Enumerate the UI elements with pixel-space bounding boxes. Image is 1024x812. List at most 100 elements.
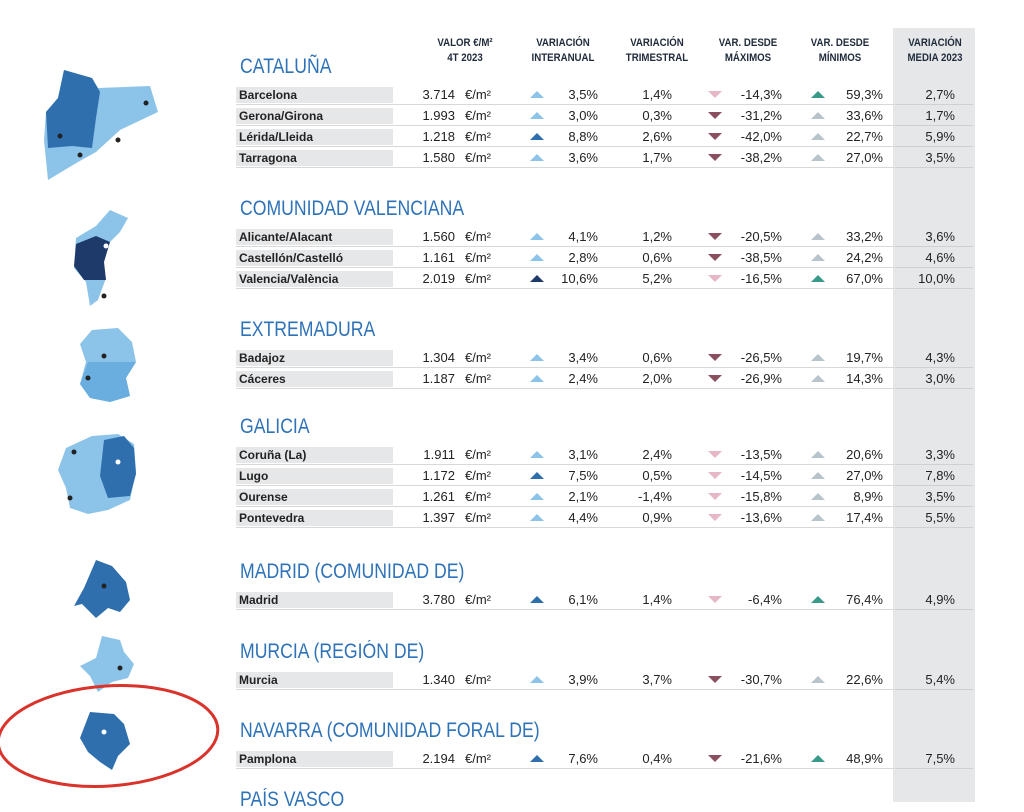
column-header: INTERANUAL [531,52,595,64]
row-divider [895,768,973,769]
media-band [893,28,975,802]
cell-value: 27,0% [846,468,883,483]
city-name: Valencia/València [236,271,393,287]
cell-value: 0,4% [642,751,672,766]
cell-value: -31,2% [740,108,782,123]
row-divider [895,167,973,168]
cell-value: -14,5% [740,468,782,483]
cell-value: 8,8% [568,129,598,144]
row-divider [895,288,973,289]
cell-value: 0,3% [642,108,672,123]
up-arrow [811,676,825,683]
up-arrow [811,354,825,361]
up-arrow [530,154,544,161]
price: 3.714 [422,87,455,102]
row-divider [895,388,973,389]
up-arrow [811,596,825,603]
cell-value: 76,4% [846,592,883,607]
up-arrow [530,275,544,282]
map-murcia [80,636,134,692]
section-title: MURCIA (REGIÓN DE) [240,640,425,663]
city-name: Alicante/Alacant [236,229,393,245]
cell-value: 1,4% [642,87,672,102]
down-arrow [708,154,722,161]
cell-value: -1,4% [638,489,672,504]
cell-value: -26,5% [740,350,782,365]
up-arrow [530,514,544,521]
cell-value: -38,2% [740,150,782,165]
up-arrow [811,233,825,240]
cell-value: 4,6% [925,250,955,265]
up-arrow [530,451,544,458]
unit: €/m² [465,129,491,144]
map-extremadura [80,328,136,402]
row-divider [236,506,894,507]
unit: €/m² [465,271,491,286]
city-name: Pamplona [236,751,393,767]
cell-value: 2,1% [568,489,598,504]
cell-value: 0,5% [642,468,672,483]
row-divider [236,267,894,268]
cell-value: 0,6% [642,250,672,265]
cell-value: 19,7% [846,350,883,365]
cell-value: 5,9% [925,129,955,144]
price: 2.194 [422,751,455,766]
unit: €/m² [465,250,491,265]
cell-value: 33,6% [846,108,883,123]
up-arrow [811,493,825,500]
column-header: TRIMESTRAL [625,52,689,64]
city-name: Lérida/Lleida [236,129,393,145]
cell-value: 20,6% [846,447,883,462]
up-arrow [530,233,544,240]
price: 1.304 [422,350,455,365]
city-name: Gerona/Girona [236,108,393,124]
column-header: MÍNIMOS [818,52,862,64]
up-arrow [530,596,544,603]
down-arrow [708,133,722,140]
section-title: EXTREMADURA [240,318,376,341]
price: 1.560 [422,229,455,244]
cell-value: 5,2% [642,271,672,286]
cell-value: 5,5% [925,510,955,525]
cell-value: 4,9% [925,592,955,607]
row-divider [895,125,973,126]
up-arrow [530,254,544,261]
cell-value: -26,9% [740,371,782,386]
row-divider [236,464,894,465]
down-arrow [708,254,722,261]
unit: €/m² [465,229,491,244]
row-divider [236,768,894,769]
unit: €/m² [465,87,491,102]
cell-value: 3,7% [642,672,672,687]
unit: €/m² [465,150,491,165]
price: 1.172 [422,468,455,483]
cell-value: 1,7% [925,108,955,123]
down-arrow [708,514,722,521]
cell-value: 0,6% [642,350,672,365]
unit: €/m² [465,468,491,483]
down-arrow [708,451,722,458]
up-arrow [530,133,544,140]
row-divider [236,125,894,126]
row-divider [895,527,973,528]
cell-value: 2,4% [642,447,672,462]
down-arrow [708,755,722,762]
cell-value: -15,8% [740,489,782,504]
unit: €/m² [465,108,491,123]
unit: €/m² [465,751,491,766]
cell-value: 7,6% [568,751,598,766]
up-arrow [530,472,544,479]
row-divider [895,104,973,105]
unit: €/m² [465,510,491,525]
cell-value: 3,6% [568,150,598,165]
cell-value: 3,6% [925,229,955,244]
cell-value: 2,0% [642,371,672,386]
unit: €/m² [465,447,491,462]
city-name: Castellón/Castelló [236,250,393,266]
city-name: Madrid [236,592,393,608]
cell-value: -42,0% [740,129,782,144]
row-divider [895,464,973,465]
cell-value: 0,9% [642,510,672,525]
cell-value: -13,5% [740,447,782,462]
